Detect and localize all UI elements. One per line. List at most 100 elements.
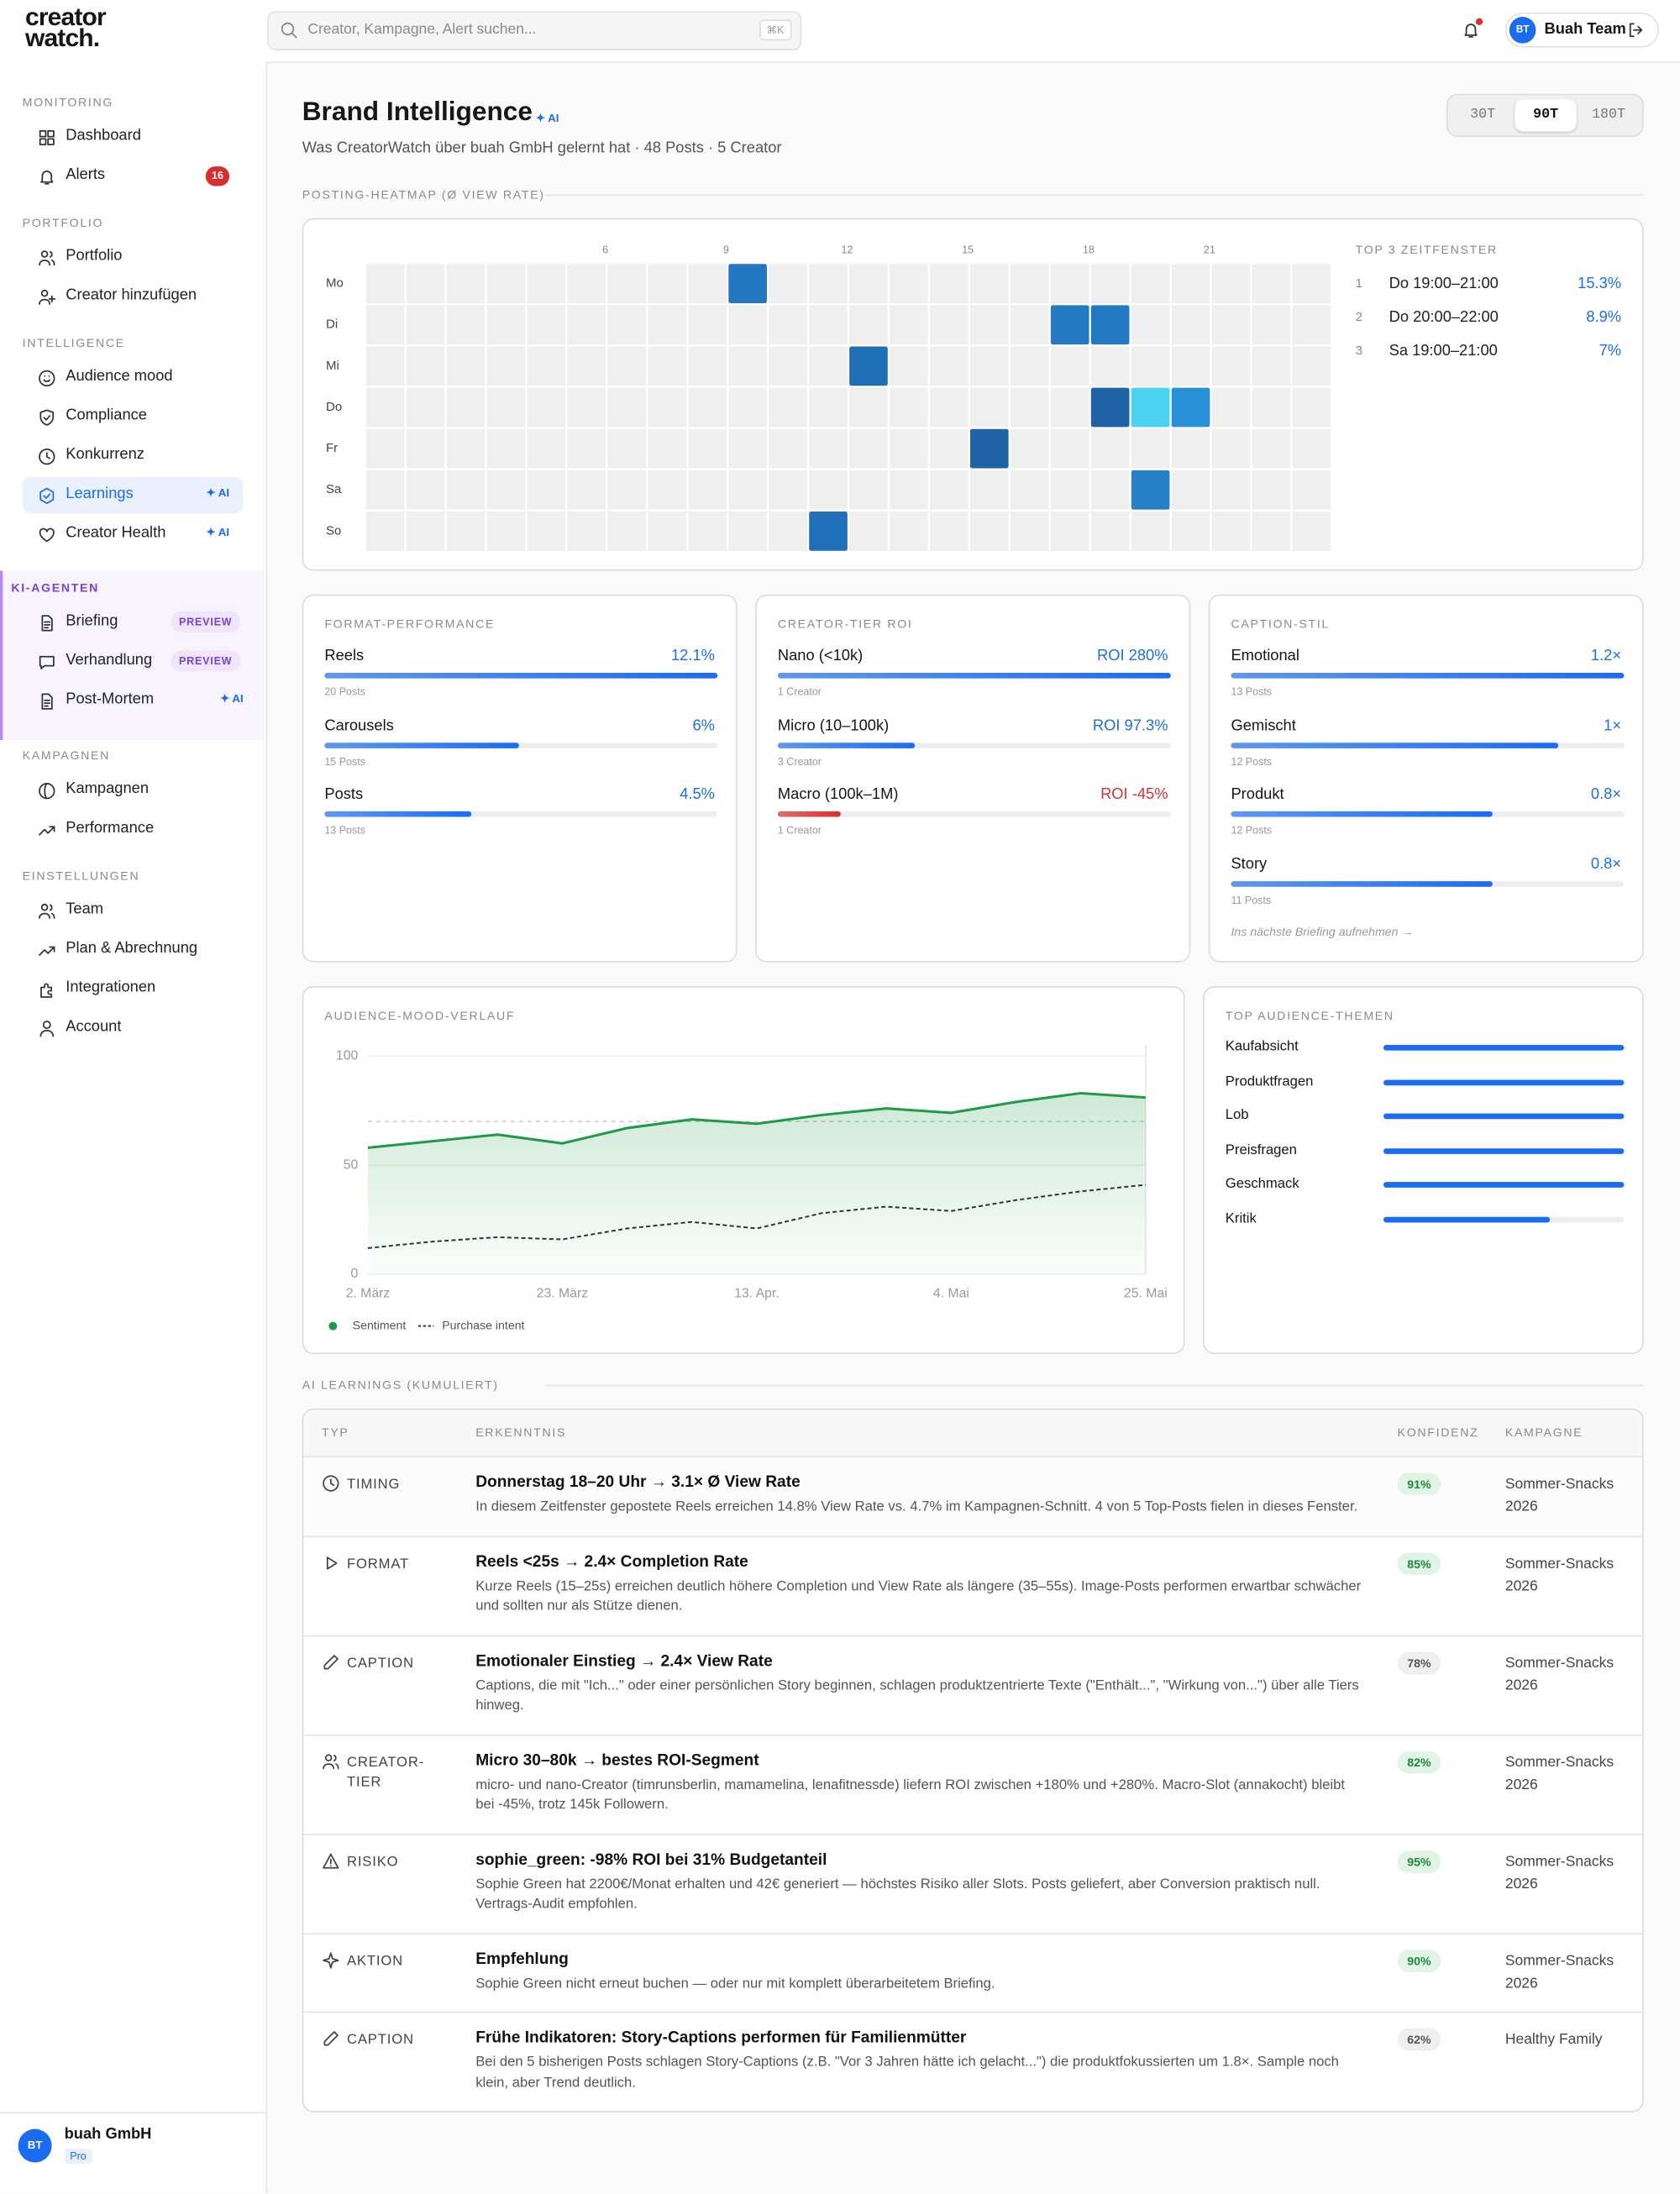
heatmap-empty-cell [1292,346,1331,386]
metric-name: Macro (100k–1M) [777,785,899,803]
nav-item[interactable]: Learnings ✦ AI [22,476,244,514]
nav-item[interactable]: Verhandlung PREVIEW [23,643,244,680]
sidebar-section-title: MONITORING [22,95,114,109]
nav-item[interactable]: Account [23,1010,244,1046]
heatmap-empty-cell [446,387,486,428]
themes-title: TOP AUDIENCE-THEMEN [1225,1008,1394,1023]
heatmap-empty-cell [849,470,888,510]
nav-item[interactable]: Performance [23,811,244,848]
heatmap-empty-cell [607,387,647,428]
icon-path [281,22,297,39]
nav-item[interactable]: Alerts 16 [23,158,244,194]
heatmap-empty-cell [527,264,566,304]
footer-name: buah GmbH [64,2126,152,2144]
range-button[interactable]: 30T [1470,108,1496,123]
heatmap-empty-cell [486,428,526,469]
heatmap-empty-cell [890,428,928,469]
logout-icon[interactable] [1627,21,1646,39]
heatmap-empty-cell [1252,511,1291,551]
heatmap-empty-cell [728,470,767,510]
heatmap-empty-cell [969,346,1009,386]
learning-text: In diesem Zeitfenster gepostete Reels er… [475,1499,1358,1515]
nav-item[interactable]: Plan & Abrechnung [23,932,244,968]
top-window-label: Do 20:00–22:00 [1389,307,1499,325]
search-icon [281,22,297,39]
icon-path [40,171,54,185]
nav-item[interactable]: Post-Mortem ✦ AI [23,683,244,719]
heatmap-empty-cell [365,264,405,304]
y-tick-label: 0 [351,1267,359,1281]
search-box[interactable] [267,11,802,50]
theme-name: Kritik [1225,1210,1257,1226]
heatmap-empty-cell [930,428,969,469]
y-tick-label: 50 [344,1157,359,1172]
bar [1231,811,1494,817]
legend-label: Sentiment [353,1318,407,1331]
learning-campaign: Sommer-Snacks 2026 [1504,1554,1614,1594]
icon [39,449,55,465]
theme-bar [1383,1147,1625,1154]
theme-bar [1383,1182,1625,1188]
metric-value: ROI 280% [1096,648,1168,665]
section-rule [545,1384,1644,1387]
heatmap-cell [969,428,1009,469]
nav-label: Integrationen [66,979,156,996]
icon-path [323,1475,339,1492]
learnings-table: TYP ERKENNTNIS KONFIDENZ KAMPAGNE TIMING Donn… [302,1408,1644,2113]
nav-label: Team [66,900,104,918]
icon [39,370,55,387]
section-caption: AI LEARNINGS (KUMULIERT) [302,1378,499,1392]
sidebar [0,61,268,2194]
heatmap-empty-cell [1292,387,1331,428]
day-label: Sa [326,482,342,496]
nav-item[interactable]: Audience mood [23,360,244,396]
heatmap-empty-cell [365,346,405,386]
heatmap-empty-cell [648,305,687,345]
icon-path [323,1951,339,1968]
heatmap-empty-cell [1211,264,1251,304]
nav-item[interactable]: Team [23,892,244,928]
nav-item[interactable]: Konkurrenz [23,438,244,474]
bar-track [1231,811,1625,817]
theme-bar [1383,1113,1625,1120]
top-window-label: Sa 19:00–21:00 [1389,341,1498,359]
icon [39,528,55,543]
theme-bar-track [1383,1147,1625,1154]
heatmap-empty-cell [446,428,486,469]
nav-item[interactable]: Kampagnen [23,772,244,808]
icon-path [1629,23,1643,38]
briefing-link[interactable]: Ins nächste Briefing aufnehmen → [1231,924,1414,939]
metric-sub: 11 Posts [1231,893,1272,906]
icon-path [39,487,55,505]
notification-bell[interactable] [1462,21,1480,39]
heatmap-empty-cell [1211,511,1251,551]
heatmap-cell [849,346,888,386]
icon-path [39,783,55,800]
heatmap-empty-cell [1050,428,1089,469]
bar-track [324,742,718,748]
range-button[interactable]: 180T [1592,108,1626,123]
nav-item[interactable]: Dashboard [23,119,244,155]
nav-item[interactable]: Portfolio [23,239,244,276]
nav-item[interactable]: Creator Health ✦ AI [23,516,244,552]
nav-item[interactable]: Compliance [23,399,244,435]
heatmap-empty-cell [486,470,526,510]
icon [323,1753,339,1769]
range-button[interactable]: 90T [1515,99,1577,132]
icon-path [39,449,55,465]
top-window-value: 8.9% [1586,307,1621,325]
hour-tick-label: 21 [1204,244,1215,255]
heatmap-empty-cell [1131,346,1170,386]
nav-item[interactable]: Briefing PREVIEW [23,604,244,640]
top-window-value: 15.3% [1578,274,1621,291]
theme-name: Lob [1225,1107,1249,1124]
heatmap-empty-cell [969,305,1009,345]
icon [323,2031,339,2046]
heatmap-empty-cell [809,264,848,304]
theme-bar-track [1383,1044,1625,1051]
nav-item[interactable]: Creator hinzufügen [23,278,244,314]
heatmap-empty-cell [365,305,405,345]
nav-item[interactable]: Integrationen [23,971,244,1007]
table-header: TYP ERKENNTNIS KONFIDENZ KAMPAGNE [303,1409,1643,1458]
heatmap-empty-cell [809,387,848,428]
